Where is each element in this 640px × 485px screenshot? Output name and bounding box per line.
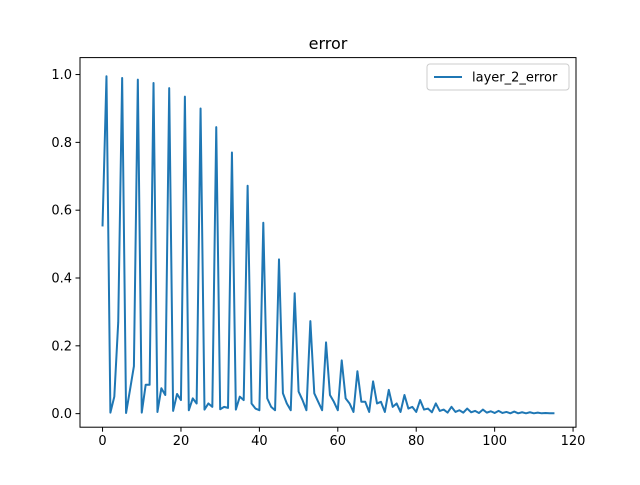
x-tick-label: 80 <box>408 434 425 449</box>
chart-title: error <box>309 34 348 53</box>
legend-label: layer_2_error <box>472 71 558 86</box>
y-tick-label: 0.6 <box>51 204 72 219</box>
plot-area: 0 20 40 60 80 100 120 0.0 0.2 0.4 0.6 0.8 1.0 <box>51 57 586 449</box>
y-tick-label: 1.0 <box>51 68 72 83</box>
x-tick-label: 0 <box>98 434 106 449</box>
legend: layer_2_error <box>426 63 570 91</box>
x-tick-label: 100 <box>482 434 507 449</box>
y-tick-label: 0.8 <box>51 136 72 151</box>
y-tick-label: 0.0 <box>51 407 72 422</box>
y-tick-label: 0.2 <box>51 339 72 354</box>
x-tick-label: 40 <box>251 434 268 449</box>
legend-box <box>426 63 570 91</box>
x-tick-label: 60 <box>330 434 347 449</box>
series-line-0 <box>101 75 555 415</box>
axes-frame <box>79 57 577 428</box>
x-tick-label: 120 <box>561 434 586 449</box>
x-tick-label: 20 <box>173 434 190 449</box>
y-tick-label: 0.4 <box>51 272 72 287</box>
